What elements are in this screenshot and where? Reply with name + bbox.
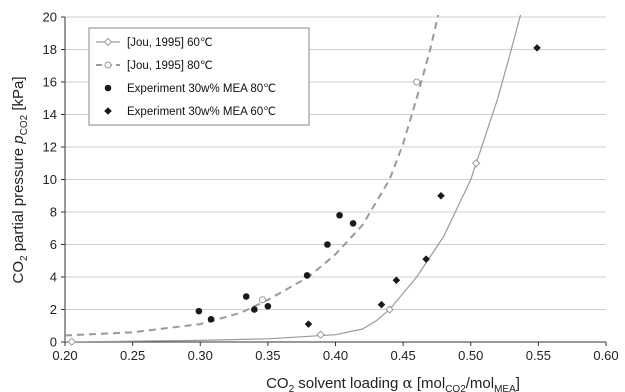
y-tick-label: 20	[43, 10, 57, 25]
data-point-3	[303, 272, 311, 279]
x-tick-label: 0.40	[323, 348, 348, 363]
legend-marker-4	[104, 107, 112, 115]
legend-label-1: [Jou, 1995] 60℃	[127, 37, 213, 49]
data-point-3	[324, 241, 331, 248]
x-tick-label: 0.25	[120, 348, 145, 363]
y-tick-label: 18	[43, 42, 57, 57]
x-tick-label: 0.55	[526, 348, 551, 363]
legend-marker-3	[104, 84, 112, 92]
x-axis-title: CO2 solvent loading α [molCO2/molMEA]	[266, 374, 520, 392]
data-point-3	[242, 293, 250, 300]
y-tick-label: 16	[43, 75, 57, 90]
data-point-3	[349, 220, 357, 227]
data-point-4	[377, 300, 386, 309]
series-marker-1	[67, 337, 76, 346]
y-tick-label: 6	[50, 237, 57, 252]
x-tick-label: 0.45	[390, 348, 415, 363]
x-tick-label: 0.30	[188, 348, 213, 363]
data-point-4	[437, 191, 445, 200]
y-axis-ticks: 0 2 4 6 8 10 12 14 16 18 20	[43, 10, 65, 350]
data-point-4	[422, 255, 430, 263]
legend-box	[88, 27, 310, 126]
data-point-3	[195, 307, 203, 315]
y-tick-label: 12	[43, 140, 57, 155]
data-point-4	[533, 44, 541, 52]
legend-marker-1	[103, 37, 113, 47]
legend-marker-2	[104, 61, 112, 69]
series-markers	[67, 44, 541, 346]
y-tick-label: 0	[50, 335, 57, 350]
data-point-3	[336, 211, 343, 219]
y-tick-label: 8	[50, 205, 57, 220]
legend: [Jou, 1995] 60℃ [Jou, 1995] 80℃ Experiment…	[88, 27, 310, 126]
y-tick-label: 4	[50, 270, 57, 285]
x-tick-label: 0.35	[255, 348, 280, 363]
legend-label-2: [Jou, 1995] 80℃	[127, 60, 213, 72]
x-tick-label: 0.60	[593, 348, 618, 363]
series-marker-1	[471, 159, 481, 168]
legend-label-4: Experiment 30w% MEA 60℃	[127, 106, 276, 118]
y-axis-title: CO2 partial pressure pCO2 [kPa]	[10, 76, 30, 283]
series-marker-2	[413, 78, 421, 86]
y-tick-label: 2	[50, 302, 57, 317]
x-axis-ticks: 0.20 0.25 0.30 0.35 0.40 0.45 0.50 0.55 0.60	[52, 342, 619, 363]
data-point-4	[304, 320, 313, 328]
data-point-3	[251, 306, 258, 313]
series-marker-1	[385, 305, 394, 314]
data-point-3	[207, 315, 215, 323]
data-point-3	[264, 302, 272, 310]
data-point-4	[392, 276, 401, 285]
x-tick-label: 0.50	[458, 348, 483, 363]
legend-label-3: Experiment 30w% MEA 80℃	[127, 83, 276, 95]
y-tick-label: 10	[43, 172, 57, 187]
x-tick-label: 0.20	[52, 348, 77, 363]
series-line-2	[65, 15, 440, 337]
series-marker-1	[316, 330, 325, 339]
y-tick-label: 14	[43, 107, 57, 122]
series-marker-2	[258, 296, 266, 304]
